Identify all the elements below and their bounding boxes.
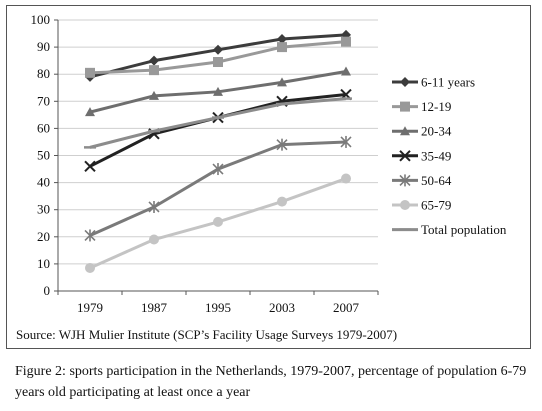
legend-label: 20-34 [421,124,452,139]
data-point [212,163,224,176]
y-tick-label: 70 [37,93,50,108]
legend-item: 35-49 [392,148,451,163]
y-tick-label: 0 [44,283,51,298]
legend-marker [399,150,411,162]
series-line [89,97,347,149]
data-point [213,216,223,227]
legend-marker [400,101,410,112]
legend-marker [399,174,411,187]
data-point [149,55,159,66]
y-tick-label: 90 [37,39,50,54]
legend-label: Total population [421,222,507,237]
legend-item: 20-34 [392,124,452,139]
legend-marker [400,200,410,210]
series-20-34 [85,66,351,117]
legend-item: 12-19 [392,99,451,114]
series-12-19 [85,36,351,78]
legend-item: 6-11 years [392,75,475,90]
y-tick-label: 100 [31,12,51,27]
legend-label: 50-64 [421,173,452,188]
data-point [277,42,287,53]
y-tick-label: 50 [37,148,50,163]
data-point [85,107,95,117]
data-point [213,86,223,96]
x-tick-label: 2007 [333,300,360,315]
data-point [149,234,159,245]
x-tick-label: 1987 [141,300,168,315]
x-tick-label: 1979 [77,300,103,315]
legend-item: Total population [392,222,507,237]
figure-caption: Figure 2: sports participation in the Ne… [15,364,527,400]
legend-marker [400,126,410,136]
legend-label: 65-79 [421,198,451,213]
series-total-population [84,97,352,149]
x-tick-label: 1995 [205,300,231,315]
data-point [277,33,287,44]
data-point [148,200,160,213]
line-chart: 0 10 20 30 40 50 60 70 80 90 100 1979 1987 1995 2003 20… [31,12,507,315]
x-tick-label: 2003 [269,300,295,315]
legend-label: 35-49 [421,148,451,163]
data-point [341,66,351,76]
data-point [84,229,96,242]
legend-label: 6-11 years [421,75,475,90]
y-tick-label: 40 [37,175,50,190]
axes: 0 10 20 30 40 50 60 70 80 90 100 1979 1987 1995 2003 20… [31,12,379,315]
data-point [149,90,159,100]
legend-item: 50-64 [392,173,452,188]
data-point [213,57,223,68]
figure-frame [6,5,531,349]
series-65-79 [85,173,351,273]
series-50-64 [84,135,352,242]
y-tick-label: 80 [37,66,50,81]
data-point [149,65,159,76]
y-tick-label: 20 [37,229,50,244]
data-point [341,36,351,47]
legend-marker [400,77,410,87]
data-point [85,262,95,273]
data-point [85,67,95,78]
data-point [213,44,223,55]
y-tick-label: 10 [37,256,50,271]
data-point [341,173,351,184]
source-note: Source: WJH Mulier Institute (SCP’s Faci… [16,327,398,342]
y-tick-label: 30 [37,202,50,217]
y-tick-label: 60 [37,120,50,135]
legend-item: 65-79 [392,198,451,213]
data-point [277,196,287,207]
data-point [340,135,352,148]
data-point [276,138,288,151]
data-point [84,160,96,173]
data-point [277,77,287,87]
legend-label: 12-19 [421,99,451,114]
series-lines [84,29,352,273]
legend: 6-11 years 12-19 20-34 35-49 50-64 65-79 Total… [392,75,507,237]
